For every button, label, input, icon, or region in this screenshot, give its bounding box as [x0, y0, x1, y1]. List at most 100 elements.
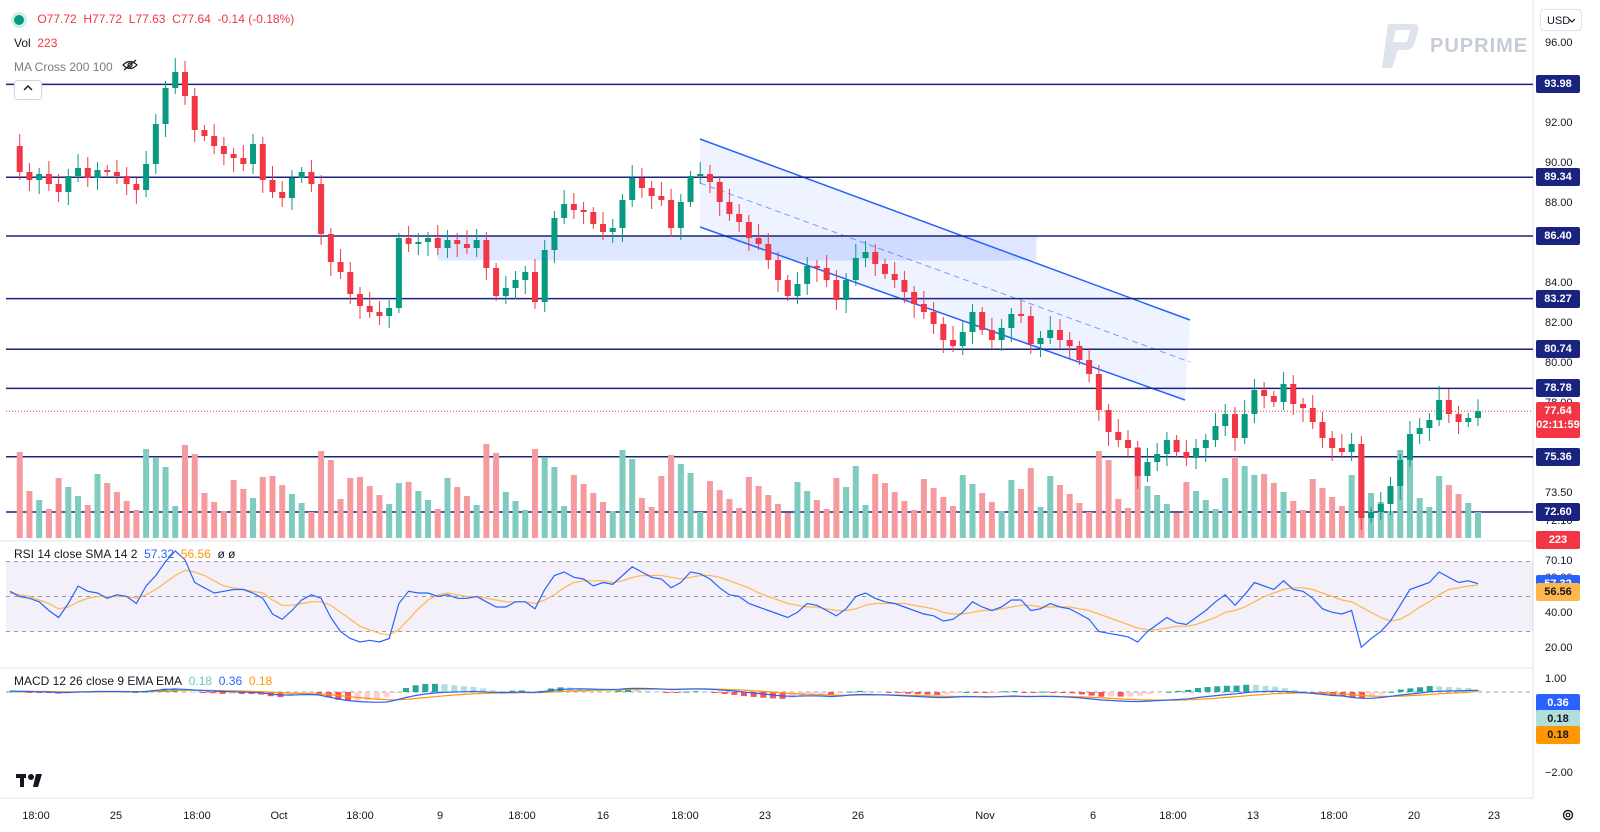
macd-histogram-bar [402, 688, 409, 692]
volume-bar [1115, 499, 1122, 538]
macd-histogram-bar [374, 692, 380, 699]
volume-label: Vol [14, 36, 31, 50]
volume-bar [473, 505, 480, 538]
macd-histogram-bar [876, 691, 883, 693]
tradingview-logo-icon[interactable] [16, 772, 46, 793]
volume-bar [755, 486, 762, 538]
macd-histogram-bar [1243, 684, 1250, 692]
volume-bar [1027, 468, 1034, 538]
volume-bar [1465, 503, 1472, 538]
macd-histogram-bar [567, 687, 574, 692]
candle-body [638, 178, 645, 188]
candle-body [561, 204, 568, 218]
candle-body [1358, 444, 1365, 518]
macd-histogram-bar [692, 691, 699, 693]
volume-bar [1348, 475, 1355, 538]
macd-histogram-bar [1117, 692, 1124, 697]
candle-body [1095, 374, 1102, 410]
candle-body [1212, 426, 1219, 440]
macd-histogram-bar [673, 692, 680, 693]
candle-body [269, 180, 276, 192]
rsi-tick-label: 20.00 [1545, 642, 1573, 654]
macd-histogram-bar [1417, 687, 1424, 692]
volume-bar [1329, 497, 1336, 538]
currency-selector[interactable]: USD [1540, 9, 1582, 31]
volume-bar [162, 467, 169, 538]
candle-body [152, 124, 159, 164]
volume-bar [1047, 476, 1054, 538]
candle-body [794, 284, 801, 296]
candle-body [493, 268, 500, 296]
volume-bar [1270, 483, 1277, 538]
candle-body [298, 172, 305, 178]
volume-bar [1173, 513, 1180, 538]
rsi-tick-label: 40.00 [1545, 607, 1573, 619]
macd-histogram-bar [596, 690, 603, 692]
candle-body [531, 272, 538, 302]
macd-histogram-bar [1426, 686, 1433, 692]
volume-bar [930, 488, 937, 538]
candle-body [1193, 448, 1200, 458]
candle-body [930, 312, 937, 324]
candle-body [609, 228, 616, 232]
macd-histogram-bar [731, 692, 738, 695]
gear-icon[interactable] [1561, 808, 1575, 826]
volume-bar [376, 495, 383, 538]
candle-body [677, 202, 684, 228]
brand-name: PUPRIME [1430, 34, 1529, 57]
volume-bar [629, 459, 636, 538]
volume-bar [55, 478, 62, 538]
volume-legend: Vol 223 [14, 36, 57, 50]
macd-label: MACD 12 26 close 9 EMA EMA [14, 674, 183, 688]
ma-cross-legend[interactable]: MA Cross 200 100 [14, 59, 138, 74]
volume-bar [668, 455, 675, 538]
volume-bar [1222, 478, 1229, 538]
candle-body [1154, 454, 1161, 462]
macd-histogram-bar [808, 692, 815, 695]
level-price-badge: 75.36 [1536, 447, 1580, 466]
candle-body [901, 280, 908, 292]
macd-histogram-bar [1223, 685, 1230, 692]
volume-bar [415, 491, 422, 538]
macd-histogram-bar [161, 688, 168, 692]
candle-body [1445, 400, 1452, 414]
collapse-legend-button[interactable] [14, 80, 42, 100]
macd-histogram-bar [219, 692, 226, 694]
volume-bar [1095, 451, 1102, 538]
volume-bar [843, 487, 850, 538]
time-tick-label: 16 [596, 810, 610, 822]
candle-body [318, 184, 325, 234]
macd-histogram-bar [1021, 692, 1028, 693]
candle-body [1397, 460, 1404, 486]
macd-histogram-bar [1436, 686, 1443, 692]
candle-body [162, 88, 169, 124]
macd-histogram-bar [1030, 692, 1037, 693]
volume-bar [318, 451, 325, 538]
price-tick-label: 96.00 [1545, 37, 1573, 49]
candle-body [629, 178, 636, 200]
volume-bar [833, 478, 840, 538]
volume-bar [1338, 506, 1345, 538]
candles [16, 58, 1481, 530]
candle-body [356, 294, 363, 306]
time-tick-label: 18:00 [346, 810, 374, 822]
macd-histogram-bar [1204, 687, 1211, 692]
candle-body [648, 188, 655, 196]
candle-body [45, 174, 52, 184]
price-tick-label: 92.00 [1545, 117, 1573, 129]
candle-body [26, 172, 33, 180]
candle-body [1465, 418, 1472, 422]
macd-histogram-bar [1108, 692, 1114, 697]
candle-body [1222, 414, 1229, 426]
volume-bar [1300, 510, 1307, 538]
last-price-badge: 77.64 02:11:59 [1536, 402, 1580, 439]
volume-bar [405, 482, 412, 538]
volume-bar [288, 494, 295, 538]
candle-body [1241, 414, 1248, 438]
volume-badge: 223 [1536, 531, 1580, 549]
time-tick-label: 25 [109, 810, 123, 822]
hidden-eye-icon[interactable] [122, 59, 138, 74]
volume-bar [1319, 488, 1326, 538]
volume-bar [269, 476, 276, 538]
